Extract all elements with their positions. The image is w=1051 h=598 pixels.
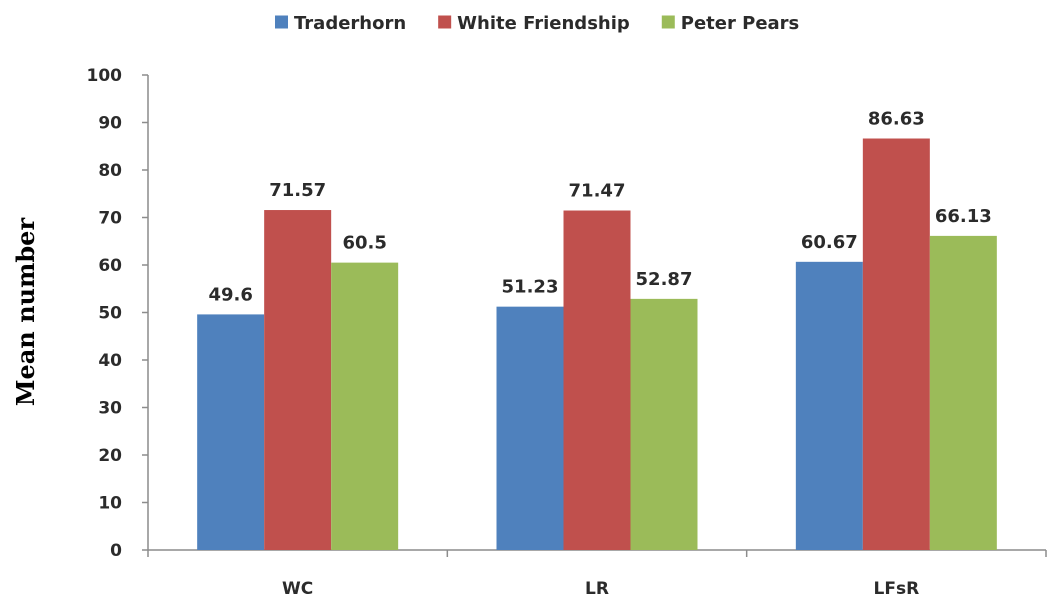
category-label: LR <box>585 579 609 598</box>
bar <box>197 314 265 550</box>
data-labels: 49.6 51.23 60.67 71.57 71.47 86.63 60.5 52.87 66… <box>208 109 991 306</box>
y-axis-label: Mean number <box>11 218 40 407</box>
bar <box>630 298 698 550</box>
category-label: LFsR <box>874 579 920 598</box>
data-label: 60.5 <box>342 233 386 254</box>
legend: Traderhorn White Friendship Peter Pears <box>275 13 799 34</box>
y-tick-label: 30 <box>98 399 122 419</box>
data-label: 49.6 <box>208 284 252 305</box>
legend-swatch <box>661 15 675 29</box>
data-label: 52.87 <box>636 269 693 290</box>
y-tick-label: 10 <box>98 494 122 514</box>
bar <box>331 262 399 550</box>
bar <box>929 235 997 550</box>
bars <box>197 138 997 551</box>
data-label: 71.47 <box>569 181 626 202</box>
category-label: WC <box>282 579 313 598</box>
data-label: 51.23 <box>502 277 559 298</box>
y-tick-label: 0 <box>110 541 122 561</box>
data-label: 60.67 <box>801 232 858 253</box>
data-label: 66.13 <box>935 206 992 227</box>
y-axis: 0 10 20 30 40 50 60 70 80 90 100 <box>87 66 149 561</box>
legend-swatch <box>275 15 288 29</box>
y-tick-label: 50 <box>98 304 122 324</box>
y-tick-label: 100 <box>87 66 123 86</box>
y-tick-label: 70 <box>98 209 122 229</box>
bar <box>862 138 930 550</box>
y-tick-label: 90 <box>98 114 122 134</box>
y-tick-label: 60 <box>98 256 122 276</box>
legend-swatch <box>438 15 452 29</box>
legend-label: Traderhorn <box>294 13 406 34</box>
bar <box>795 261 863 550</box>
bar <box>496 306 564 550</box>
bar <box>563 210 631 550</box>
data-label: 71.57 <box>269 180 326 201</box>
legend-label: White Friendship <box>457 13 630 34</box>
bar <box>264 210 332 551</box>
legend-label: Peter Pears <box>681 13 800 34</box>
y-tick-label: 80 <box>98 161 122 181</box>
x-axis: WC LR LFsR <box>147 549 1047 598</box>
y-tick-label: 40 <box>98 351 122 371</box>
y-tick-label: 20 <box>98 446 122 466</box>
data-label: 86.63 <box>868 109 925 130</box>
